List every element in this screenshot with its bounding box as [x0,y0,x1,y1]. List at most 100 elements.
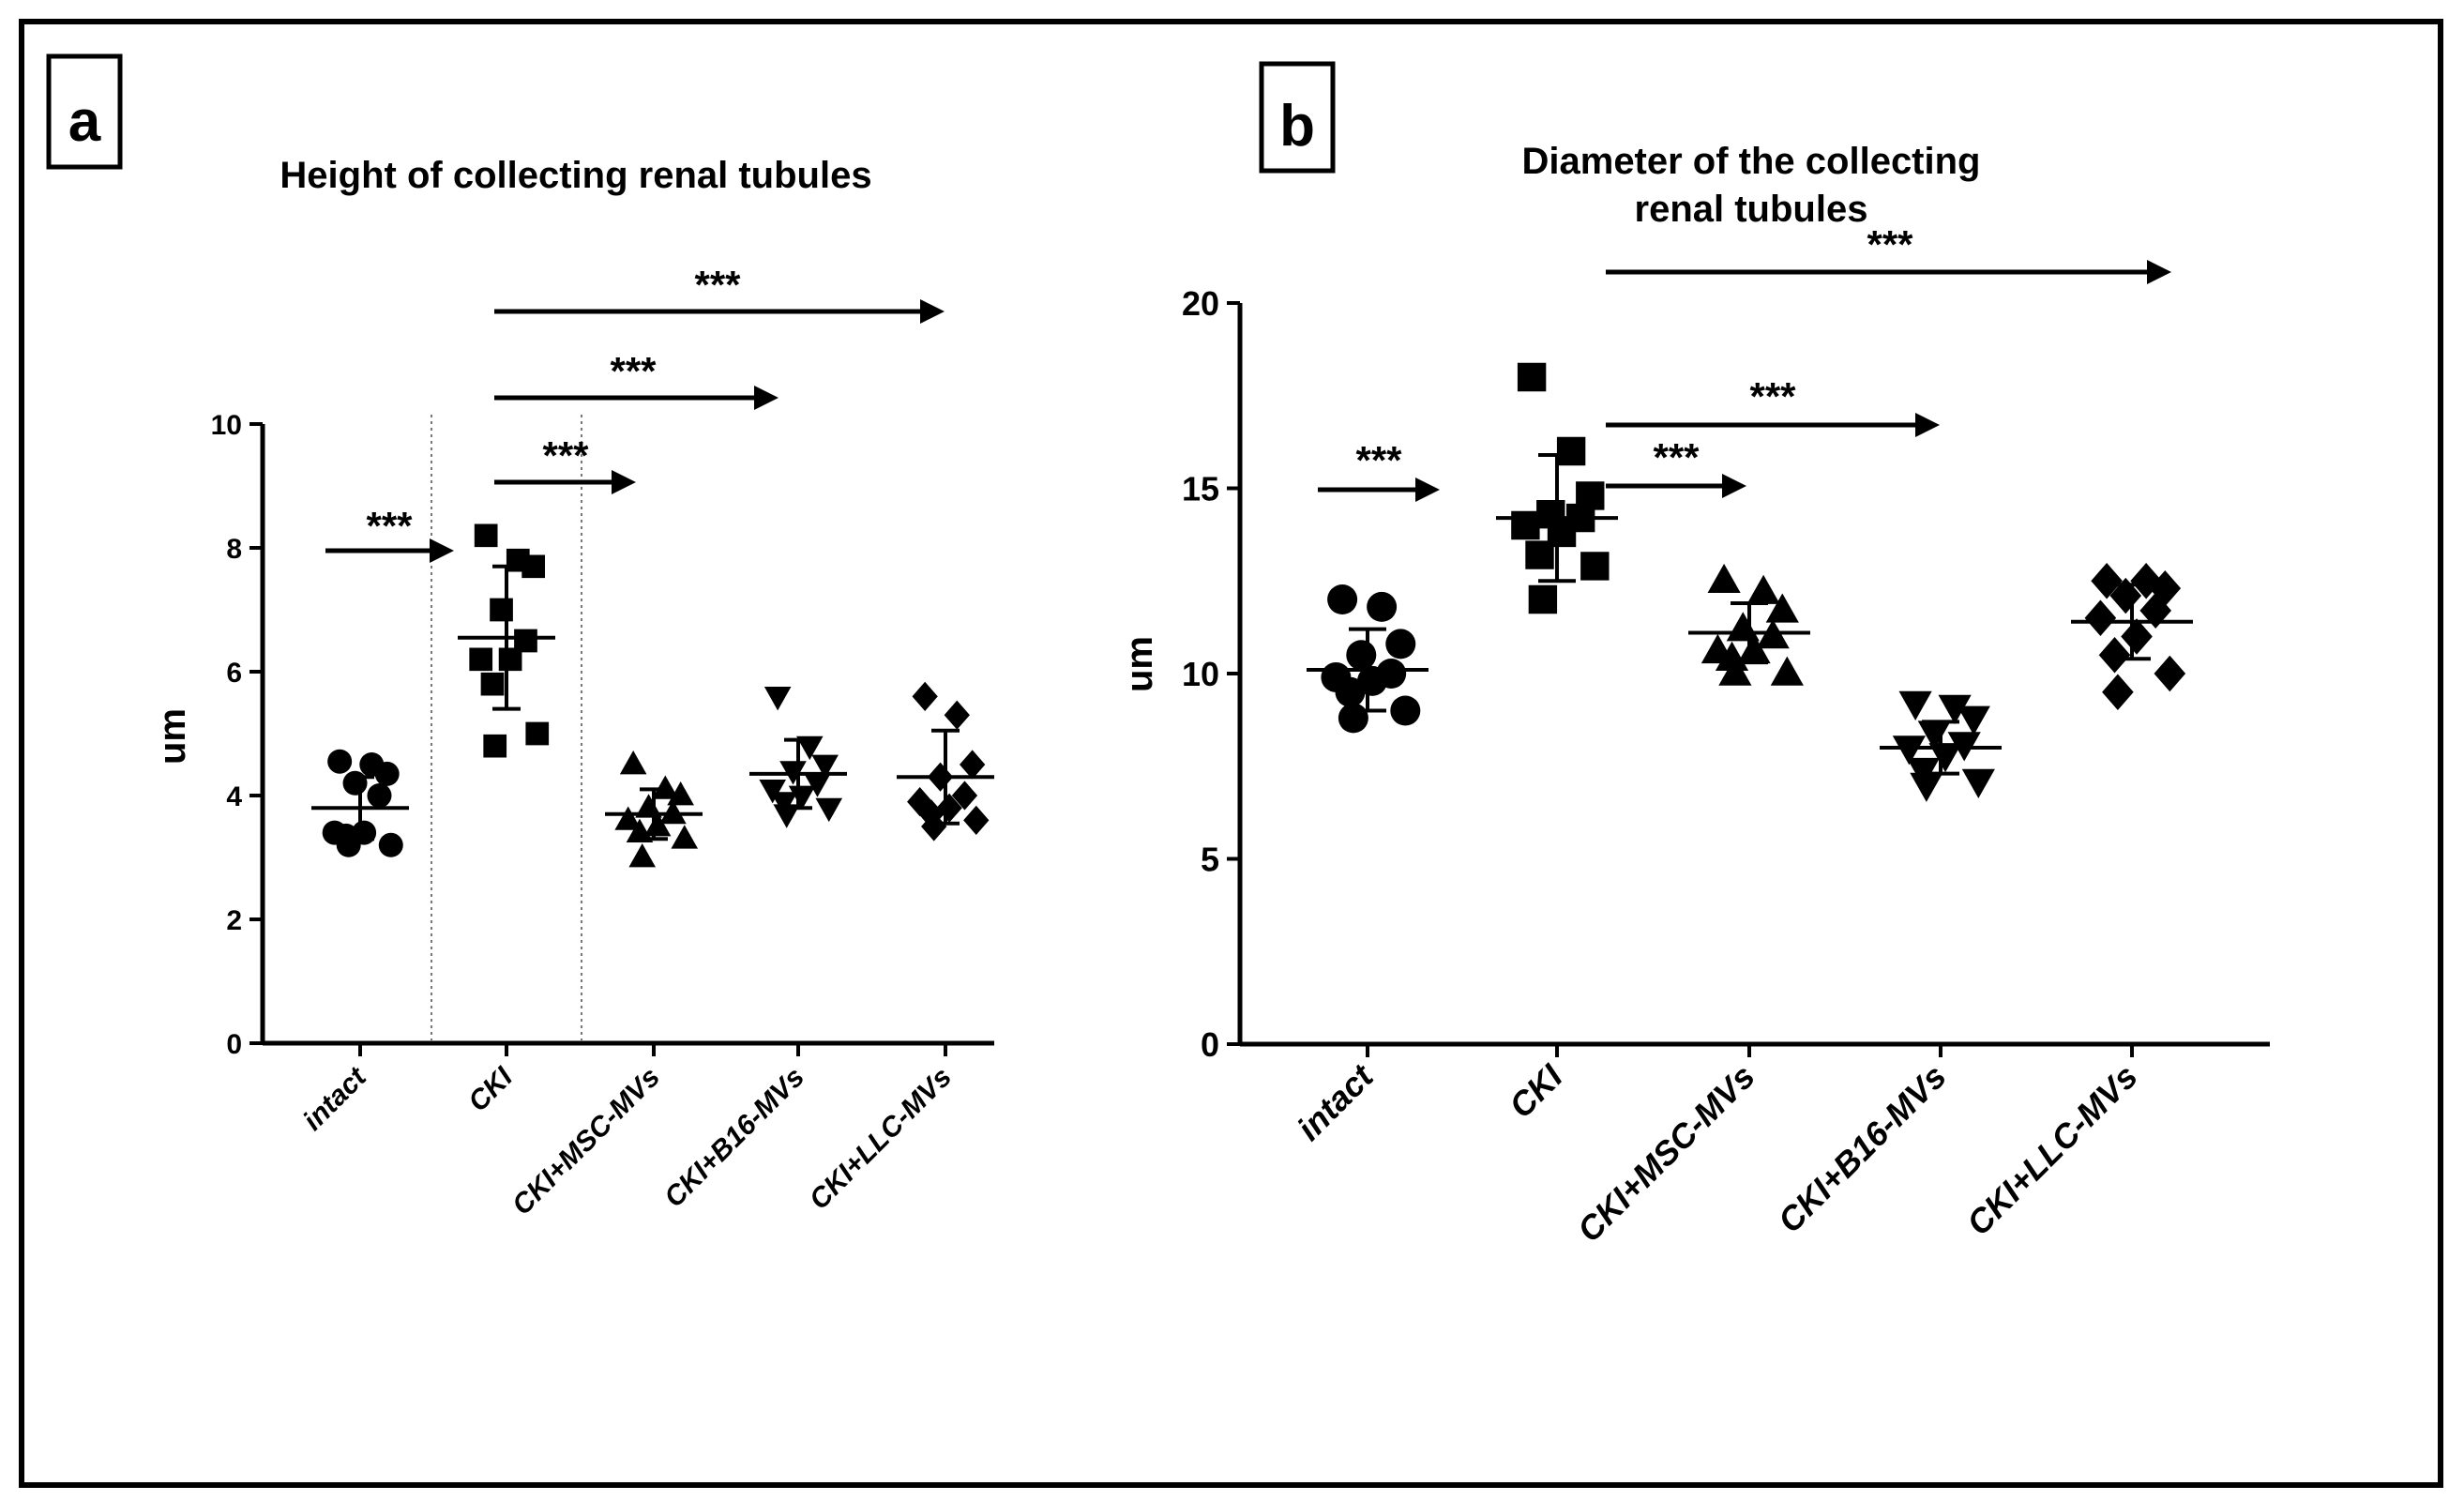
panel-b-data-point [2109,577,2142,614]
panel-a-data-point [773,804,801,828]
panel-a-sig-arrowhead [612,470,636,494]
panel-b-x-tick-label: intact [1290,1055,1382,1147]
panel-b-data-point [1707,563,1741,594]
panel-a-y-tick-label: 4 [226,781,242,812]
panel-a-data-point [815,797,843,823]
panel-a-data-point [525,721,550,746]
panel-b-data-point [2091,563,2123,599]
panel-a-x-tick-label: CKI+LLC-MVs [804,1062,958,1216]
panel-b-y-tick-label: 5 [1201,840,1219,878]
panel-a-ylabel: um [152,708,193,765]
panel-a-data-point [327,749,353,774]
panel-b-sig-arrowhead [1415,478,1440,502]
panel-a-data-point [951,781,978,811]
panel-b-data-point [2098,637,2131,674]
panel-b-data-point [1765,593,1799,623]
panel-b-x-tick-label: CKI+LLC-MVs [1959,1057,2145,1243]
panel-b-sig-label: *** [1653,435,1700,479]
panel-b-x-tick-label: CKI+MSC-MVs [1570,1057,1762,1250]
panel-a-data-point [490,598,513,622]
panel-b-data-point [2084,599,2117,636]
panel-b-data-point [1346,640,1377,671]
panel-a-x-tick-label: CKI+MSC-MVs [506,1062,666,1221]
panel-a-y-tick-label: 8 [226,534,242,565]
panel-b-sig-label: *** [1749,374,1796,418]
panel-b-data-point [1580,552,1610,581]
panel-a-data-point [614,806,642,830]
panel-b-data-point [1556,436,1586,466]
panel-b-sig-arrowhead [2147,260,2171,284]
panel-a-data-point [770,792,798,816]
panel-a-data-point [474,523,498,548]
panel-b-data-point [1576,481,1605,510]
panel-a-sig-label: *** [694,263,741,307]
panel-a-data-point [659,799,687,825]
panel-a-data-point [918,799,945,829]
panel-a-data-point [788,785,816,810]
panel-b-y-tick-label: 15 [1182,469,1219,508]
panel-a-x-tick-label: CKI [462,1061,519,1117]
panel-b-data-point [1385,629,1416,660]
panel-b-data-point [1525,540,1554,569]
panel-a-data-point [651,775,679,799]
panel-b-data-point [2154,655,2186,692]
panel-b-data-point [1390,695,1421,726]
panel-a-data-point [804,773,831,797]
panel-b-data-point [1892,735,1926,766]
panel-a-data-point [811,754,839,779]
panel-a-data-point [514,629,537,653]
panel-a-data-point [963,805,990,835]
panel-a-sig-label: *** [542,433,589,478]
panel-b: b Diameter of the collecting renal tubul… [1119,61,1980,692]
panel-b-sig-arrowhead [1915,413,1940,437]
panel-a-x-tick-label: intact [297,1060,373,1136]
panel-a-data-point [759,780,786,804]
panel-a-data-point [480,672,505,696]
panel-b-data-point [1327,584,1358,614]
panel-b-sig-label: *** [1355,438,1402,482]
panel-a: a Height of collecting renal tubules um [46,53,872,765]
panel-a-data-point [628,843,657,868]
panel-a-title: Height of collecting renal tubules [280,155,871,196]
panel-b-data-point [1957,705,1990,735]
panel-b-label-box [1259,61,1336,174]
panel-b-data-point [1737,633,1771,664]
panel-a-label-box [46,53,123,170]
panel-a-data-point [944,700,970,730]
panel-b-data-point [2149,569,2182,607]
panel-b-data-point [1928,743,1962,773]
panel-b-ylabel: um [1119,636,1160,692]
panel-a-data-point [960,750,986,780]
panel-a-data-point [367,783,392,808]
panel-b-y-tick-label: 10 [1182,655,1219,693]
panel-b-data-point [1367,591,1398,622]
panel-a-sig-arrowhead [430,538,454,563]
panel-b-data-point [1335,676,1366,707]
panel-a-data-point [763,687,792,711]
panel-b-data-point [1917,720,1951,750]
panel-b-x-tick-label: CKI+B16-MVs [1770,1057,1953,1240]
panel-a-data-point [912,681,938,711]
panel-b-data-point [1910,772,1943,802]
panel-a-data-point [626,818,654,842]
panel-b-data-point [1517,362,1547,392]
panel-a-data-point [921,811,947,841]
panel-a-y-tick-label: 6 [226,658,242,689]
panel-a-x-tick-label: CKI+B16-MVs [658,1062,810,1214]
panel-a-sig-label: *** [610,349,657,393]
panel-a-data-point [342,770,368,796]
panel-a-data-point [522,554,546,579]
panel-b-data-point [1938,694,1972,724]
panel-a-data-point [378,832,403,857]
panel-a-data-point [795,735,824,761]
panel-a-label: a [68,89,101,154]
panel-b-y-tick-label: 0 [1201,1025,1219,1064]
panel-a-data-point [643,812,672,837]
panel-a-data-point [498,647,522,672]
panel-b-data-point [1528,584,1558,614]
panel-b-title-line2: renal tubules [1635,189,1868,230]
panel-a-data-point [671,825,699,849]
panel-b-y-tick-label: 20 [1182,284,1219,323]
panel-b-data-point [1898,690,1932,720]
